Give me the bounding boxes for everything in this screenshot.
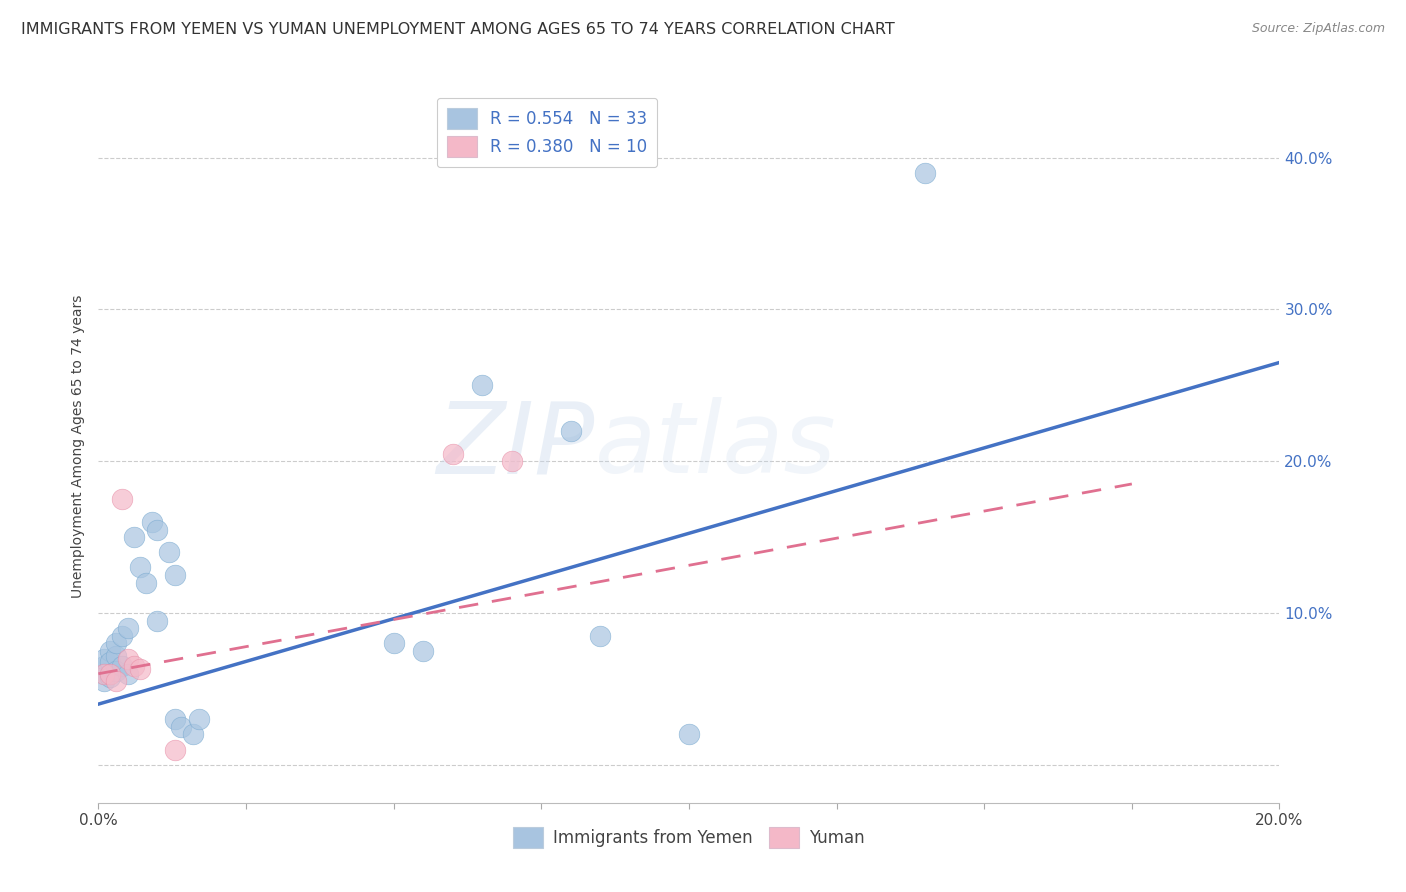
Point — [135, 575, 157, 590]
Point — [93, 651, 115, 665]
Legend: Immigrants from Yemen, Yuman: Immigrants from Yemen, Yuman — [506, 821, 872, 855]
Point — [141, 515, 163, 529]
Point — [501, 454, 523, 468]
Point — [128, 662, 150, 676]
Point — [157, 545, 180, 559]
Point — [441, 447, 464, 461]
Point — [98, 644, 121, 658]
Point — [117, 666, 139, 681]
Y-axis label: Unemployment Among Ages 65 to 74 years: Unemployment Among Ages 65 to 74 years — [72, 294, 86, 598]
Point — [382, 636, 405, 650]
Point — [914, 166, 936, 180]
Point — [93, 666, 115, 681]
Point — [111, 492, 134, 507]
Point — [105, 664, 128, 678]
Point — [111, 629, 134, 643]
Point — [122, 659, 145, 673]
Point — [589, 629, 612, 643]
Point — [146, 614, 169, 628]
Point — [93, 659, 115, 673]
Point — [93, 674, 115, 689]
Point — [105, 648, 128, 663]
Point — [98, 655, 121, 669]
Point — [117, 651, 139, 665]
Point — [93, 666, 115, 681]
Point — [165, 742, 187, 756]
Point — [128, 560, 150, 574]
Point — [165, 712, 187, 726]
Text: atlas: atlas — [595, 398, 837, 494]
Point — [146, 523, 169, 537]
Point — [471, 378, 494, 392]
Point — [165, 568, 187, 582]
Text: ZIP: ZIP — [436, 398, 595, 494]
Point — [98, 670, 121, 684]
Text: IMMIGRANTS FROM YEMEN VS YUMAN UNEMPLOYMENT AMONG AGES 65 TO 74 YEARS CORRELATIO: IMMIGRANTS FROM YEMEN VS YUMAN UNEMPLOYM… — [21, 22, 894, 37]
Point — [105, 674, 128, 689]
Point — [98, 666, 121, 681]
Point — [187, 712, 209, 726]
Point — [122, 530, 145, 544]
Point — [105, 636, 128, 650]
Point — [117, 621, 139, 635]
Point — [170, 720, 193, 734]
Point — [412, 644, 434, 658]
Point — [560, 424, 582, 438]
Point — [181, 727, 204, 741]
Text: Source: ZipAtlas.com: Source: ZipAtlas.com — [1251, 22, 1385, 36]
Point — [111, 659, 134, 673]
Point — [678, 727, 700, 741]
